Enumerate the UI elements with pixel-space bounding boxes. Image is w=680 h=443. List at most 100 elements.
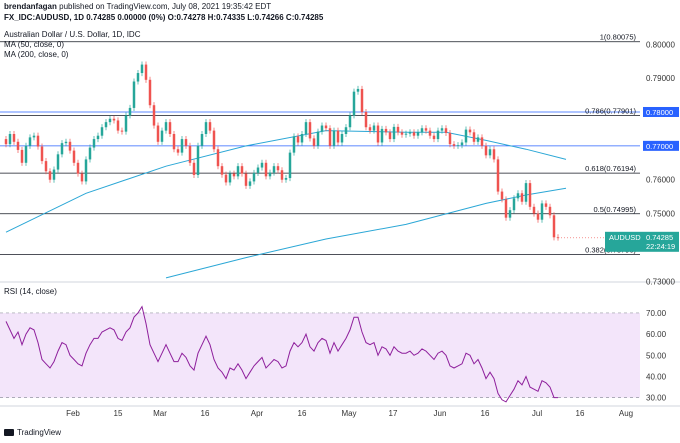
rsi-line: [5, 305, 558, 403]
candle-body: [528, 183, 532, 207]
candle-body: [356, 88, 360, 92]
ma200-legend[interactable]: MA (200, close, 0): [4, 50, 69, 59]
rsi-tick-label: 40.00: [646, 372, 667, 381]
time-tick-label: Apr: [251, 409, 264, 418]
footer-label: TradingView: [17, 428, 62, 437]
candle-body: [368, 127, 372, 131]
candle-body: [340, 134, 344, 143]
candle-body: [92, 139, 96, 148]
candle-body: [392, 126, 396, 140]
candle-body: [212, 130, 216, 150]
candle-body: [240, 166, 244, 174]
candle-body: [72, 150, 76, 163]
rsi-tick-label: 50.00: [646, 351, 667, 360]
time-tick-label: 16: [576, 409, 585, 418]
candle-body: [284, 178, 288, 180]
time-tick-label: 17: [389, 409, 398, 418]
candle-body: [232, 173, 236, 177]
candle-body: [44, 161, 48, 172]
candle-body: [96, 135, 100, 140]
candle-body: [164, 122, 168, 131]
price-mark-label: 0.77000: [646, 142, 673, 151]
candle-body: [496, 159, 500, 192]
candle-body: [56, 154, 60, 170]
candle-body: [408, 132, 412, 134]
candle-body: [348, 115, 352, 128]
rsi-tick-label: 70.00: [646, 309, 667, 318]
candle-body: [236, 166, 240, 177]
candle-body: [244, 173, 248, 186]
candle-body: [184, 139, 188, 146]
candle-body: [532, 206, 536, 214]
candle-body: [432, 135, 436, 140]
candle-body: [140, 64, 144, 74]
candle-body: [320, 125, 324, 132]
candle-body: [176, 149, 180, 153]
candle-body: [524, 183, 528, 202]
candle-body: [124, 115, 128, 132]
candle-body: [208, 122, 212, 131]
candle-body: [476, 137, 480, 142]
candle-body: [104, 122, 108, 128]
price-tick-label: 0.80000: [646, 40, 675, 49]
candle-body: [296, 136, 300, 143]
candle-body: [344, 127, 348, 135]
candle-body: [444, 128, 448, 133]
symbol-tag-label: AUDUSD: [609, 233, 641, 242]
candle-body: [132, 81, 136, 108]
ma50-line: [5, 130, 567, 233]
candle-body: [280, 170, 284, 180]
candle-body: [484, 145, 488, 156]
candle-body: [64, 141, 68, 144]
candle-body: [88, 147, 92, 160]
candle-body: [108, 118, 112, 123]
candle-body: [328, 128, 332, 146]
candle-body: [144, 64, 148, 80]
candle-body: [544, 203, 548, 207]
candle-body: [20, 149, 24, 163]
candle-body: [460, 142, 464, 146]
tradingview-footer[interactable]: TradingView: [4, 428, 61, 437]
candle-body: [16, 141, 20, 150]
candle-body: [508, 210, 512, 218]
candle-body: [152, 105, 156, 126]
time-tick-label: Mar: [153, 409, 167, 418]
rsi-band: [0, 312, 640, 398]
ma50-legend[interactable]: MA (50, close, 0): [4, 40, 65, 49]
candle-body: [156, 125, 160, 142]
candle-body: [312, 138, 316, 146]
publisher-name[interactable]: brendanfagan: [4, 2, 57, 11]
candle-body: [428, 130, 432, 136]
candle-body: [8, 134, 12, 145]
time-tick-label: 16: [481, 409, 490, 418]
candle-body: [464, 129, 468, 143]
time-tick-label: Jun: [434, 409, 447, 418]
tradingview-logo-icon: [4, 429, 14, 436]
rsi-pane: 70.00 60.00 50.00 40.00 30.00: [0, 305, 667, 403]
candle-body: [536, 213, 540, 220]
candle-body: [52, 169, 56, 180]
candle-body: [380, 128, 384, 143]
candle-body: [120, 130, 124, 132]
candle-body: [252, 172, 256, 182]
candle-body: [412, 132, 416, 136]
symbol-line: FX_IDC:AUDUSD, 1D 0.74285 0.00000 (0%) O…: [4, 13, 324, 22]
candle-body: [28, 137, 32, 146]
fib-level-label: 1(0.80075): [600, 33, 637, 42]
candle-body: [260, 162, 264, 168]
candle-body: [4, 139, 8, 145]
candle-body: [24, 145, 28, 163]
candle-body: [400, 132, 404, 135]
fib-level-label: 0.618(0.76194): [585, 164, 636, 173]
candle-body: [268, 172, 272, 177]
time-tick-label: May: [341, 409, 356, 418]
candle-body: [60, 143, 64, 155]
candle-body: [272, 166, 276, 173]
price-pane: 0.80000 0.79000 0.78000 0.77000 0.76000 0.750…: [0, 33, 680, 286]
candle-body: [360, 88, 364, 112]
rsi-legend[interactable]: RSI (14, close): [4, 287, 57, 296]
countdown-label: 22:24:19: [646, 242, 675, 251]
candle-body: [160, 130, 164, 142]
fib-level-label: 0.5(0.74995): [593, 205, 636, 214]
candle-body: [292, 136, 296, 153]
